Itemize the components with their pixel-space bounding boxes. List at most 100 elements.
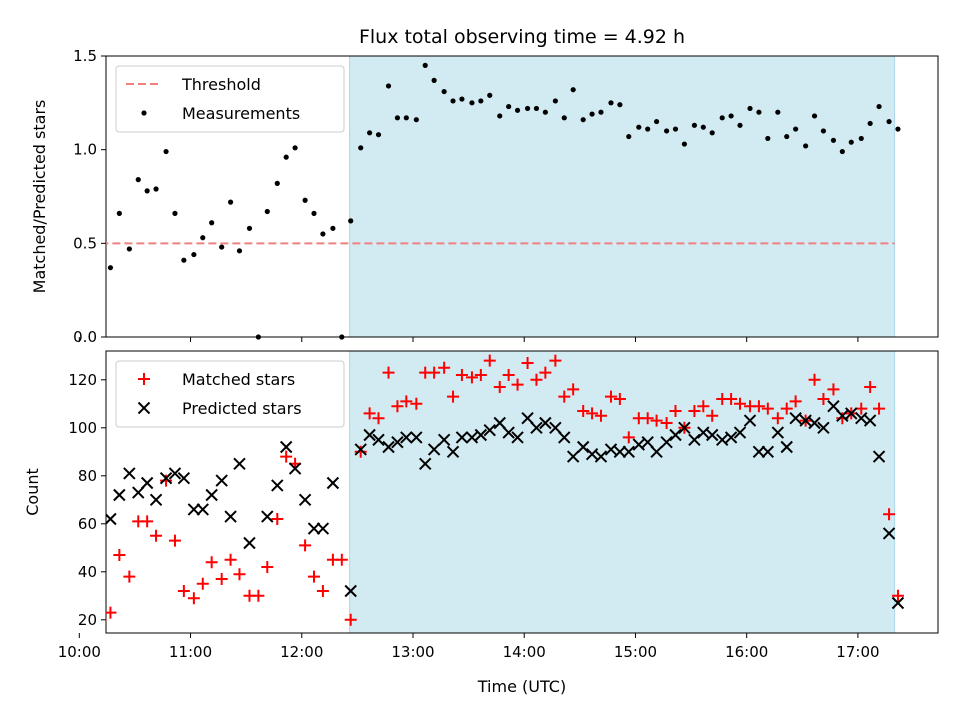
matched-star-point bbox=[354, 445, 367, 458]
predicted-star-point bbox=[279, 440, 293, 454]
measurement-point bbox=[255, 334, 261, 340]
measurement-point bbox=[830, 137, 837, 143]
matched-star-point bbox=[530, 373, 543, 386]
measurement-point bbox=[413, 117, 419, 123]
matched-star-point bbox=[864, 381, 877, 393]
predicted-star-point bbox=[298, 493, 312, 507]
matched-star-point bbox=[224, 553, 237, 566]
predicted-star-point bbox=[215, 474, 228, 487]
matched-star-point bbox=[261, 561, 274, 573]
matched-star-point bbox=[502, 369, 515, 381]
y-tick-label: 100 bbox=[68, 419, 97, 437]
predicted-star-point bbox=[576, 440, 590, 454]
predicted-star-point bbox=[465, 431, 479, 444]
measurement-point bbox=[663, 128, 670, 134]
predicted-star-point bbox=[168, 467, 182, 480]
predicted-star-point bbox=[882, 527, 896, 540]
x-tick-label: 14:00 bbox=[503, 643, 546, 661]
measurement-point bbox=[636, 124, 642, 130]
measurement-point bbox=[144, 188, 150, 194]
matched-star-point bbox=[252, 589, 265, 602]
predicted-star-point bbox=[845, 407, 858, 420]
y-tick-label: 80 bbox=[78, 467, 97, 485]
matched-star-point bbox=[650, 414, 663, 427]
measurement-point bbox=[719, 115, 725, 121]
predicted-star-point bbox=[863, 414, 877, 427]
matched-star-point bbox=[335, 553, 348, 566]
predicted-star-point bbox=[632, 438, 645, 451]
predicted-star-point bbox=[650, 445, 663, 459]
measurement-point bbox=[775, 109, 781, 115]
matched-star-point bbox=[622, 431, 635, 444]
predicted-star-point bbox=[187, 503, 201, 516]
measurement-point bbox=[728, 113, 734, 119]
y-tick-label: 0.0 bbox=[73, 328, 97, 346]
measurement-point bbox=[876, 103, 882, 110]
predicted-star-point bbox=[808, 416, 821, 430]
x-axis-label: Time (UTC) bbox=[477, 677, 566, 696]
measurement-point bbox=[116, 210, 122, 216]
predicted-star-point bbox=[771, 426, 785, 439]
measurement-point bbox=[339, 334, 345, 340]
legend-box bbox=[115, 65, 345, 133]
measurement-point bbox=[469, 100, 475, 106]
predicted-star-point bbox=[799, 414, 812, 427]
matched-star-point bbox=[141, 515, 154, 528]
predicted-star-point bbox=[474, 428, 488, 442]
predicted-star-point bbox=[761, 445, 775, 459]
measurement-point bbox=[163, 148, 169, 155]
matched-star-point bbox=[734, 397, 747, 410]
matched-star-point bbox=[280, 450, 293, 463]
y-tick-label: 120 bbox=[68, 371, 97, 389]
legend-predicted-label: Predicted stars bbox=[182, 399, 302, 418]
matched-star-point bbox=[594, 409, 607, 422]
matched-star-point bbox=[400, 395, 413, 408]
predicted-star-point bbox=[521, 411, 534, 425]
matched-star-point bbox=[160, 474, 173, 487]
x-tick-label: 11:00 bbox=[169, 643, 212, 661]
y-tick-label: 1.5 bbox=[73, 47, 97, 65]
matched-star-point bbox=[215, 573, 228, 585]
predicted-star-point bbox=[243, 536, 256, 550]
matched-star-point bbox=[177, 585, 190, 597]
measurement-point bbox=[385, 83, 392, 89]
predicted-star-point bbox=[344, 584, 357, 598]
matched-star-point bbox=[271, 513, 284, 525]
y-tick-label: 40 bbox=[78, 563, 97, 581]
measurement-point bbox=[598, 109, 604, 115]
matched-star-point bbox=[113, 549, 126, 561]
predicted-star-point bbox=[363, 428, 376, 442]
legend: Matched stars Predicted stars bbox=[115, 360, 345, 428]
predicted-star-point bbox=[455, 431, 469, 444]
measurement-point bbox=[533, 105, 540, 112]
predicted-star-point bbox=[113, 488, 126, 502]
predicted-star-point bbox=[613, 445, 627, 459]
measurement-point bbox=[302, 197, 308, 203]
measurement-point bbox=[570, 87, 576, 93]
measurement-point bbox=[839, 148, 845, 155]
measurement-point bbox=[330, 225, 336, 231]
measurement-point bbox=[431, 77, 437, 83]
legend: Threshold Measurements bbox=[115, 65, 345, 133]
matched-star-point bbox=[382, 366, 395, 379]
predicted-star-point bbox=[743, 414, 757, 427]
measurement-point bbox=[820, 128, 827, 134]
measurement-point bbox=[459, 96, 465, 102]
predicted-star-point bbox=[530, 421, 543, 435]
measurement-point bbox=[219, 244, 225, 250]
x-tick-label: 12:00 bbox=[280, 643, 323, 661]
matched-star-point bbox=[123, 570, 136, 583]
matched-star-point bbox=[780, 402, 793, 415]
chart-title: Flux total observing time = 4.92 h bbox=[359, 26, 685, 48]
predicted-star-point bbox=[391, 435, 404, 449]
predicted-star-point bbox=[410, 431, 423, 444]
predicted-star-point bbox=[400, 431, 413, 444]
y-axis-label: Count bbox=[23, 468, 42, 516]
matched-star-point bbox=[789, 395, 802, 408]
matched-star-point bbox=[438, 361, 451, 374]
observing-region bbox=[349, 55, 896, 338]
predicted-star-point bbox=[724, 431, 738, 444]
legend-measurements-swatch bbox=[141, 110, 147, 116]
measurement-point bbox=[375, 132, 382, 138]
